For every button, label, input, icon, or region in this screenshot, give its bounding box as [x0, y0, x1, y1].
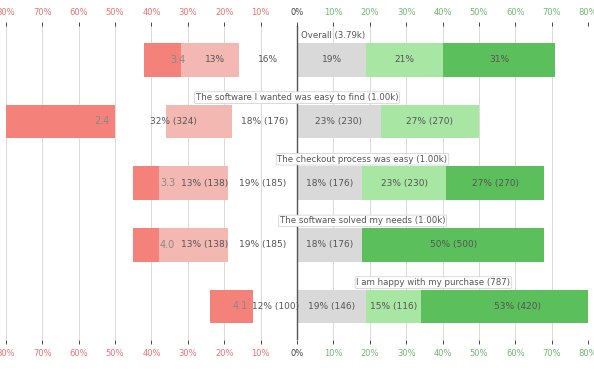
Text: Overall (3.79k): Overall (3.79k) — [301, 31, 365, 40]
Text: I am happy with my purchase (787): I am happy with my purchase (787) — [356, 278, 510, 287]
Text: 4.1: 4.1 — [233, 302, 248, 312]
Text: 4.0: 4.0 — [160, 240, 175, 250]
Bar — [181, 43, 239, 77]
Bar — [421, 289, 594, 323]
Text: 3.4: 3.4 — [171, 55, 186, 65]
Text: 53% (420): 53% (420) — [494, 302, 541, 311]
Text: 12% (100): 12% (100) — [252, 302, 299, 311]
Text: 13% (138): 13% (138) — [181, 240, 228, 249]
Text: 19% (146): 19% (146) — [308, 302, 355, 311]
Text: 18% (176): 18% (176) — [241, 117, 288, 126]
Bar — [362, 166, 446, 200]
Text: 23% (230): 23% (230) — [315, 117, 362, 126]
Text: The software I wanted was easy to find (1.00k): The software I wanted was easy to find (… — [196, 93, 398, 102]
Text: 18% (176): 18% (176) — [306, 240, 353, 249]
Text: 2.4: 2.4 — [94, 117, 110, 127]
Bar — [210, 289, 253, 323]
Text: 3.3: 3.3 — [160, 178, 175, 188]
Bar — [159, 228, 228, 262]
Text: 13% (138): 13% (138) — [181, 179, 228, 188]
Text: The software solved my needs (1.00k): The software solved my needs (1.00k) — [280, 216, 446, 225]
Text: The checkout process was easy (1.00k): The checkout process was easy (1.00k) — [277, 155, 447, 164]
Text: 19% (185): 19% (185) — [239, 179, 286, 188]
Bar — [297, 43, 366, 77]
Text: 19% (185): 19% (185) — [239, 240, 286, 249]
Bar — [133, 166, 181, 200]
Bar — [297, 104, 381, 138]
Bar — [297, 289, 366, 323]
Text: 13%: 13% — [205, 56, 225, 64]
Bar — [0, 104, 115, 138]
Text: 50% (500): 50% (500) — [430, 240, 477, 249]
Text: 32% (324): 32% (324) — [150, 117, 197, 126]
Bar — [297, 166, 362, 200]
Text: 27% (270): 27% (270) — [472, 179, 519, 188]
Text: 23% (230): 23% (230) — [381, 179, 428, 188]
Text: 15% (116): 15% (116) — [370, 302, 417, 311]
Bar — [133, 228, 181, 262]
Text: 18% (176): 18% (176) — [306, 179, 353, 188]
Bar — [362, 228, 544, 262]
Text: 27% (270): 27% (270) — [406, 117, 453, 126]
Text: 31%: 31% — [489, 56, 509, 64]
Bar — [144, 43, 191, 77]
Text: 19%: 19% — [321, 56, 342, 64]
Bar — [381, 104, 479, 138]
Bar — [446, 166, 544, 200]
Bar — [166, 104, 232, 138]
Bar — [366, 43, 443, 77]
Bar — [443, 43, 555, 77]
Bar — [297, 228, 362, 262]
Bar — [366, 289, 421, 323]
Text: 16%: 16% — [258, 56, 278, 64]
Bar — [159, 166, 228, 200]
Text: 21%: 21% — [394, 56, 415, 64]
